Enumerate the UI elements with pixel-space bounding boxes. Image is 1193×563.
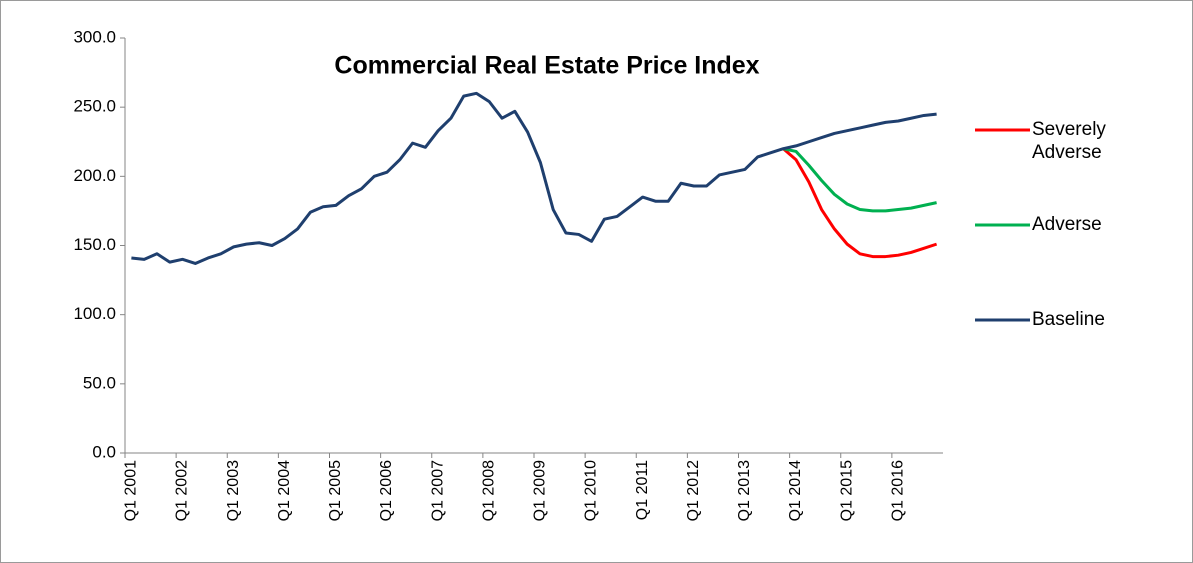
x-tick-label: Q1 2014 — [787, 460, 804, 521]
x-tick-label: Q1 2008 — [480, 460, 497, 521]
x-tick-label: Q1 2003 — [225, 460, 242, 521]
x-tick-label: Q1 2005 — [327, 460, 344, 521]
y-tick-label: 250.0 — [73, 97, 116, 116]
y-tick-label: 100.0 — [73, 304, 116, 323]
x-tick-label: Q1 2010 — [583, 460, 600, 521]
x-tick-label: Q1 2011 — [634, 460, 651, 520]
x-tick-label: Q1 2013 — [736, 460, 753, 521]
x-tick-label: Q1 2007 — [429, 460, 446, 521]
legend-label: Baseline — [1032, 309, 1105, 330]
x-tick-label: Q1 2006 — [378, 460, 395, 521]
x-tick-label: Q1 2002 — [174, 460, 191, 521]
x-tick-label: Q1 2012 — [685, 460, 702, 521]
x-tick-label: Q1 2016 — [889, 460, 906, 521]
x-tick-label: Q1 2015 — [838, 460, 855, 521]
series-line — [782, 147, 938, 259]
legend-label: Severely Adverse — [1032, 119, 1106, 163]
legend-label: Adverse — [1032, 214, 1102, 235]
chart-title: Commercial Real Estate Price Index — [334, 52, 759, 80]
x-tick-label: Q1 2001 — [123, 460, 140, 521]
y-tick-label: 200.0 — [73, 166, 116, 185]
y-tick-label: 150.0 — [73, 235, 116, 254]
y-tick-label: 50.0 — [83, 373, 116, 392]
x-tick-label: Q1 2009 — [532, 460, 549, 521]
y-tick-label: 0.0 — [92, 442, 116, 461]
series-line — [131, 91, 937, 265]
x-tick-label: Q1 2004 — [276, 460, 293, 521]
y-tick-label: 300.0 — [73, 27, 116, 46]
series-line — [782, 147, 937, 213]
